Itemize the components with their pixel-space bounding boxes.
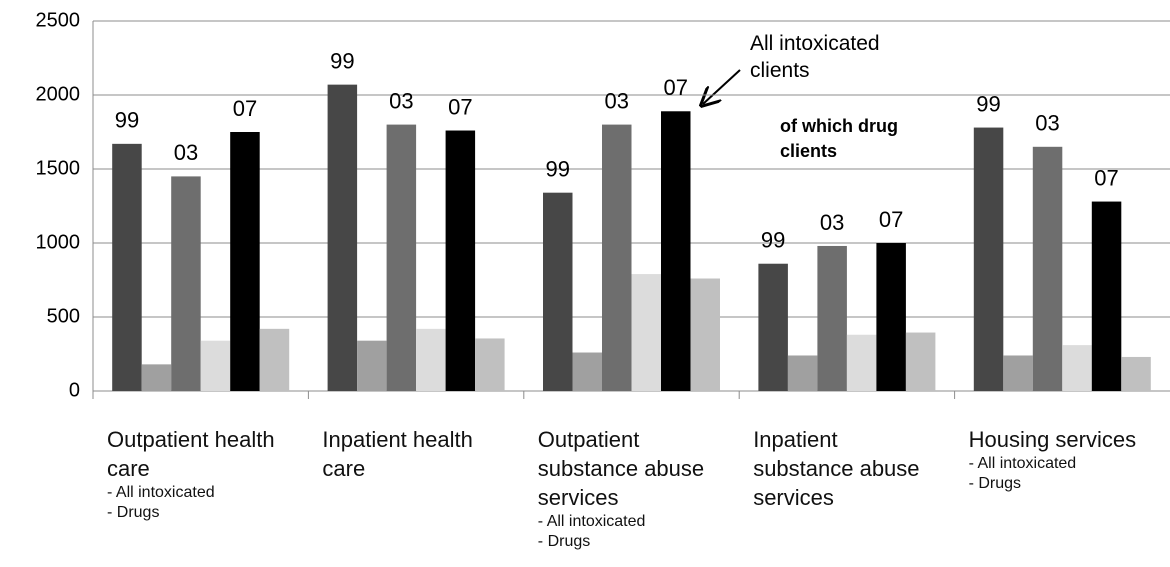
x-tick-label: Inpatient substance abuse services [753, 425, 954, 512]
bar [572, 352, 602, 391]
bar [1121, 356, 1151, 391]
bar [230, 132, 260, 391]
x-tick-label: Outpatient substance abuse services - All… [538, 425, 739, 552]
y-tick-label: 2000 [36, 83, 81, 105]
y-tick-label: 2500 [36, 9, 81, 31]
bar [661, 111, 691, 391]
category-name: Inpatient health care [322, 427, 473, 481]
sub-label: - Drugs [107, 504, 160, 521]
annotation: of which drug clients [780, 116, 898, 161]
bar [758, 263, 788, 391]
x-tick-label: Inpatient health care [322, 425, 523, 483]
bar [386, 124, 417, 391]
bar [259, 328, 290, 391]
bar [905, 332, 936, 391]
series-label: 99 [115, 108, 139, 133]
bar [846, 334, 877, 391]
bar [1062, 345, 1092, 391]
series-label: 03 [1035, 111, 1059, 136]
y-tick-label: 0 [69, 379, 80, 401]
bar [475, 338, 505, 391]
series-label: 99 [546, 156, 570, 181]
series-label: 03 [389, 88, 413, 113]
bar [602, 124, 632, 391]
bar [1091, 201, 1122, 391]
bar [171, 176, 201, 391]
bar [416, 328, 446, 391]
sub-label: - All intoxicated [537, 513, 646, 530]
sub-label: - All intoxicated [107, 484, 215, 501]
arrow [703, 69, 741, 104]
bar [787, 355, 818, 391]
series-label: 07 [233, 96, 257, 121]
series-label: 99 [761, 228, 785, 253]
bar [631, 274, 661, 391]
bar [141, 364, 172, 391]
sub-label: - Drugs [537, 533, 591, 550]
category-name: Housing services [968, 427, 1137, 452]
sub-label: - All intoxicated [968, 455, 1077, 472]
annotation: All intoxicated clients [750, 32, 880, 82]
series-label: 07 [879, 207, 903, 232]
bar [112, 143, 142, 391]
category-name: Outpatient health care [107, 427, 275, 481]
sub-label: - Drugs [968, 475, 1022, 492]
category-name: Inpatient substance abuse services [753, 427, 920, 510]
y-tick-label: 1000 [36, 231, 81, 253]
bar [690, 278, 720, 391]
bar [327, 84, 358, 391]
series-label: 03 [174, 140, 198, 165]
category-name: Outpatient substance abuse services [537, 427, 705, 510]
bar [445, 130, 476, 391]
bar [543, 192, 573, 391]
bar [817, 245, 847, 391]
series-label: 99 [976, 91, 1000, 116]
series-label: 99 [330, 48, 354, 73]
series-label: 07 [1094, 165, 1118, 190]
bar [973, 127, 1004, 391]
series-label: 07 [664, 75, 688, 100]
series-label: 03 [605, 88, 629, 113]
x-tick-label: Outpatient health care - All intoxicated -… [107, 425, 308, 523]
y-tick-label: 1500 [36, 157, 81, 179]
bar [357, 340, 387, 391]
series-label: 07 [448, 94, 472, 119]
series-label: 03 [820, 210, 844, 235]
bar [1032, 146, 1063, 391]
x-tick-label: Housing services - All intoxicated - Drugs [969, 425, 1170, 494]
y-tick-label: 500 [47, 305, 80, 327]
bar [876, 243, 906, 391]
bar [1003, 355, 1033, 391]
bar [200, 340, 231, 391]
